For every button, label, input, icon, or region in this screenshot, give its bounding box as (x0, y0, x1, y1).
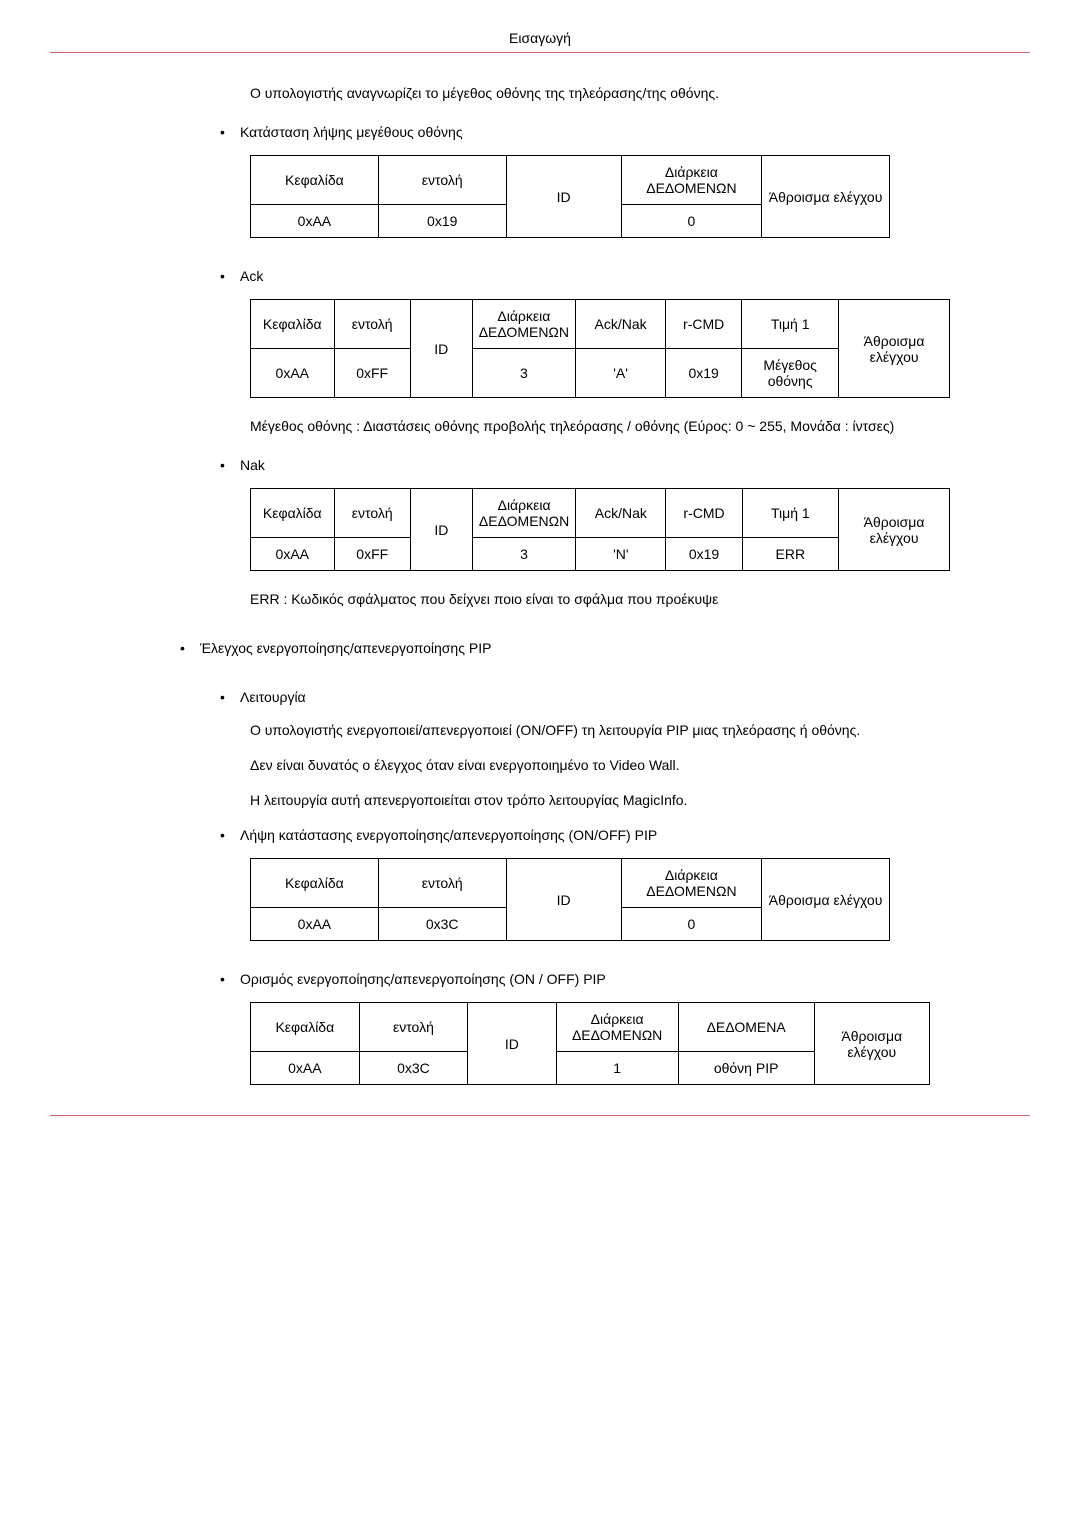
th-header: Κεφαλίδα (251, 489, 335, 538)
operation-p1: Ο υπολογιστής ενεργοποιεί/απενεργοποιεί … (250, 720, 930, 741)
bullet-dot-icon: • (220, 122, 240, 143)
td-data-val: οθόνη PIP (678, 1052, 814, 1085)
td-header-val: 0xAA (251, 205, 379, 238)
td-acknak-val: 'N' (576, 538, 666, 571)
th-rcmd: r-CMD (666, 489, 742, 538)
th-checksum: Άθροισμα ελέγχου (839, 300, 950, 398)
td-val1-val: Μέγεθος οθόνης (742, 349, 839, 398)
td-datalen-val: 0 (621, 205, 762, 238)
operation-p3: Η λειτουργία αυτή απενεργοποιείται στον … (250, 790, 930, 811)
table-screen-status: Κεφαλίδα εντολή ID Διάρκεια ΔΕΔΟΜΕΝΩΝ Άθ… (250, 155, 890, 238)
th-id: ID (410, 489, 472, 571)
table-pip-get: Κεφαλίδα εντολή ID Διάρκεια ΔΕΔΟΜΕΝΩΝ Άθ… (250, 858, 890, 941)
th-rcmd: r-CMD (666, 300, 742, 349)
td-header-val: 0xAA (251, 538, 335, 571)
bullet-pip-control: • Έλεγχος ενεργοποίησης/απενεργοποίησης … (180, 638, 930, 659)
th-id: ID (468, 1003, 556, 1085)
table-row: Κεφαλίδα εντολή ID Διάρκεια ΔΕΔΟΜΕΝΩΝ Άθ… (251, 859, 890, 908)
th-command: εντολή (378, 156, 506, 205)
td-command-val: 0x3C (378, 908, 506, 941)
td-header-val: 0xAA (251, 1052, 360, 1085)
td-datalen-val: 0 (621, 908, 762, 941)
th-id: ID (410, 300, 472, 398)
page-header: Εισαγωγή (50, 30, 1030, 53)
th-data-length: Διάρκεια ΔΕΔΟΜΕΝΩΝ (472, 300, 575, 349)
th-command: εντολή (359, 1003, 468, 1052)
td-command-val: 0x3C (359, 1052, 468, 1085)
table-row: Κεφαλίδα εντολή ID Διάρκεια ΔΕΔΟΜΕΝΩΝ ΔΕ… (251, 1003, 930, 1052)
th-header: Κεφαλίδα (251, 859, 379, 908)
th-id: ID (506, 859, 621, 941)
operation-p2: Δεν είναι δυνατός ο έλεγχος όταν είναι ε… (250, 755, 930, 776)
bullet-dot-icon: • (180, 638, 200, 659)
bullet-screen-status: • Κατάσταση λήψης μεγέθους οθόνης (220, 122, 930, 143)
bullet-nak-label: Nak (240, 455, 930, 476)
bullet-pip-set: • Ορισμός ενεργοποίησης/απενεργοποίησης … (220, 969, 930, 990)
table-ack: Κεφαλίδα εντολή ID Διάρκεια ΔΕΔΟΜΕΝΩΝ Ac… (250, 299, 950, 398)
th-val1: Τιμή 1 (742, 489, 839, 538)
intro-paragraph: Ο υπολογιστής αναγνωρίζει το μέγεθος οθό… (250, 83, 930, 104)
td-acknak-val: 'A' (576, 349, 666, 398)
th-acknak: Ack/Nak (576, 489, 666, 538)
bullet-dot-icon: • (220, 455, 240, 476)
bullet-pip-get: • Λήψη κατάστασης ενεργοποίησης/απενεργο… (220, 825, 930, 846)
err-note: ERR : Κωδικός σφάλματος που δείχνει ποιο… (250, 589, 930, 610)
bullet-ack: • Ack (220, 266, 930, 287)
th-data-length: Διάρκεια ΔΕΔΟΜΕΝΩΝ (556, 1003, 678, 1052)
bullet-ack-label: Ack (240, 266, 930, 287)
th-data-length: Διάρκεια ΔΕΔΟΜΕΝΩΝ (621, 156, 762, 205)
th-header: Κεφαλίδα (251, 156, 379, 205)
th-id: ID (506, 156, 621, 238)
bullet-operation: • Λειτουργία (220, 687, 930, 708)
page-footer-rule (50, 1115, 1030, 1119)
bullet-nak: • Nak (220, 455, 930, 476)
th-checksum: Άθροισμα ελέγχου (814, 1003, 929, 1085)
bullet-dot-icon: • (220, 825, 240, 846)
td-datalen-val: 3 (472, 349, 575, 398)
table-row: Κεφαλίδα εντολή ID Διάρκεια ΔΕΔΟΜΕΝΩΝ Ac… (251, 489, 950, 538)
th-acknak: Ack/Nak (576, 300, 666, 349)
screen-size-note: Μέγεθος οθόνης : Διαστάσεις οθόνης προβο… (250, 416, 930, 437)
table-row: Κεφαλίδα εντολή ID Διάρκεια ΔΕΔΟΜΕΝΩΝ Ac… (251, 300, 950, 349)
th-command: εντολή (334, 489, 410, 538)
bullet-operation-label: Λειτουργία (240, 687, 930, 708)
td-command-val: 0xFF (334, 349, 410, 398)
th-checksum: Άθροισμα ελέγχου (762, 156, 890, 238)
td-val1-val: ERR (742, 538, 839, 571)
td-command-val: 0xFF (334, 538, 410, 571)
table-nak: Κεφαλίδα εντολή ID Διάρκεια ΔΕΔΟΜΕΝΩΝ Ac… (250, 488, 950, 571)
th-data-length: Διάρκεια ΔΕΔΟΜΕΝΩΝ (621, 859, 762, 908)
th-command: εντολή (334, 300, 410, 349)
td-rcmd-val: 0x19 (666, 349, 742, 398)
th-header: Κεφαλίδα (251, 300, 335, 349)
bullet-pip-control-label: Έλεγχος ενεργοποίησης/απενεργοποίησης PI… (200, 638, 930, 659)
bullet-screen-status-label: Κατάσταση λήψης μεγέθους οθόνης (240, 122, 930, 143)
content-area: Ο υπολογιστής αναγνωρίζει το μέγεθος οθό… (50, 83, 1030, 1085)
bullet-pip-set-label: Ορισμός ενεργοποίησης/απενεργοποίησης (O… (240, 969, 930, 990)
td-datalen-val: 1 (556, 1052, 678, 1085)
header-title: Εισαγωγή (509, 30, 571, 46)
bullet-pip-get-label: Λήψη κατάστασης ενεργοποίησης/απενεργοπο… (240, 825, 930, 846)
td-command-val: 0x19 (378, 205, 506, 238)
bullet-dot-icon: • (220, 969, 240, 990)
bullet-dot-icon: • (220, 266, 240, 287)
td-header-val: 0xAA (251, 349, 335, 398)
th-command: εντολή (378, 859, 506, 908)
table-row: Κεφαλίδα εντολή ID Διάρκεια ΔΕΔΟΜΕΝΩΝ Άθ… (251, 156, 890, 205)
th-checksum: Άθροισμα ελέγχου (762, 859, 890, 941)
td-datalen-val: 3 (472, 538, 575, 571)
th-val1: Τιμή 1 (742, 300, 839, 349)
td-rcmd-val: 0x19 (666, 538, 742, 571)
th-header: Κεφαλίδα (251, 1003, 360, 1052)
th-data: ΔΕΔΟΜΕΝΑ (678, 1003, 814, 1052)
th-checksum: Άθροισμα ελέγχου (839, 489, 950, 571)
bullet-dot-icon: • (220, 687, 240, 708)
th-data-length: Διάρκεια ΔΕΔΟΜΕΝΩΝ (472, 489, 575, 538)
td-header-val: 0xAA (251, 908, 379, 941)
table-pip-set: Κεφαλίδα εντολή ID Διάρκεια ΔΕΔΟΜΕΝΩΝ ΔΕ… (250, 1002, 930, 1085)
